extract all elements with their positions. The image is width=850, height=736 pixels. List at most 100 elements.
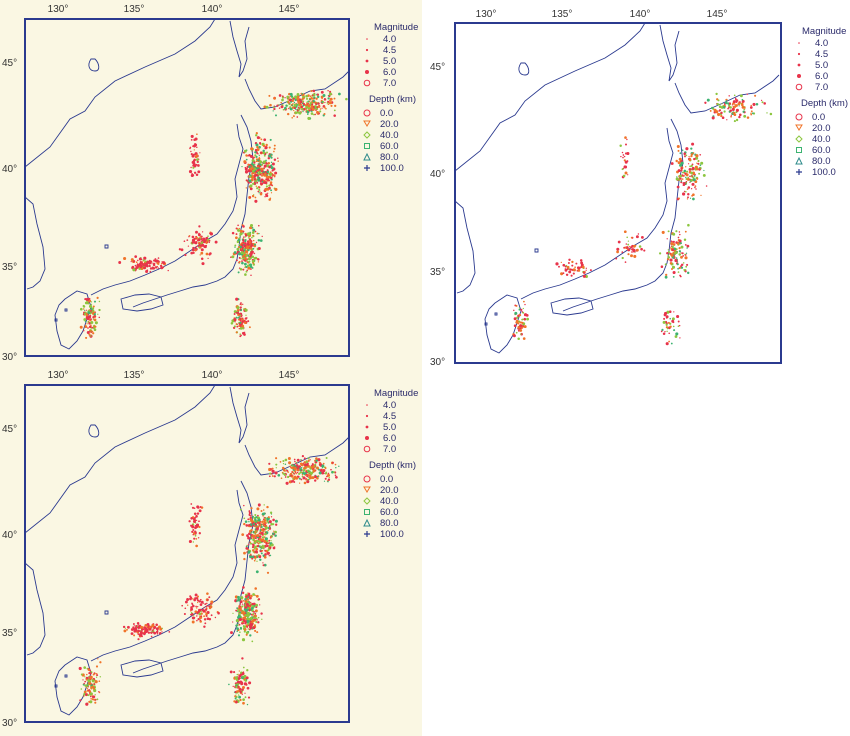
quake-point	[269, 511, 273, 514]
quake-point	[146, 627, 148, 629]
quake-point	[192, 604, 195, 608]
quake-point	[255, 547, 259, 551]
quake-point	[257, 159, 260, 162]
quake-point	[195, 230, 198, 234]
quake-point	[251, 173, 253, 175]
quake-point	[251, 248, 254, 251]
quake-point	[242, 686, 245, 689]
quake-point	[245, 676, 249, 680]
quake-point	[248, 609, 251, 612]
quake-point	[321, 101, 324, 103]
quake-point	[332, 471, 335, 474]
quake-point	[207, 257, 209, 260]
quake-point	[323, 466, 326, 469]
quake-point	[515, 321, 518, 324]
quake-point	[235, 624, 238, 627]
quake-point	[195, 248, 197, 251]
quake-point	[266, 522, 268, 524]
quake-point	[685, 265, 688, 268]
quake-point	[259, 165, 262, 168]
quake-point	[698, 168, 701, 171]
quake-point	[672, 232, 676, 236]
quake-point	[246, 614, 250, 618]
quake-point	[195, 597, 199, 600]
mag-row-0: 4.0	[798, 38, 828, 49]
quake-point	[301, 454, 305, 458]
quake-point	[273, 475, 276, 478]
quake-point	[265, 539, 268, 542]
quake-point	[686, 188, 689, 190]
quake-point	[678, 231, 681, 233]
quake-point	[130, 632, 134, 635]
quake-point	[287, 98, 290, 100]
quake-point	[195, 523, 200, 527]
quake-point	[192, 529, 195, 531]
quake-point	[521, 321, 524, 325]
quake-point	[201, 239, 204, 242]
quake-point	[321, 464, 325, 468]
quake-point	[640, 235, 644, 239]
quake-point	[262, 554, 264, 557]
quake-point	[265, 105, 269, 109]
quake-point	[615, 257, 618, 260]
quake-point	[323, 472, 325, 475]
quake-point	[248, 624, 252, 627]
quake-point	[259, 239, 262, 242]
quake-point	[274, 471, 278, 475]
quake-point	[84, 324, 87, 327]
quake-point	[310, 89, 313, 93]
quake-point	[313, 96, 316, 99]
quake-point	[264, 549, 266, 552]
quake-point	[88, 322, 91, 325]
quake-point	[243, 604, 245, 606]
quake-point	[254, 151, 257, 154]
quake-point	[89, 675, 93, 679]
quake-point	[258, 522, 261, 525]
quake-point	[138, 257, 142, 261]
quake-point	[755, 102, 759, 106]
quake-point	[244, 244, 247, 247]
quake-point	[270, 535, 272, 538]
quake-point	[565, 273, 569, 277]
quake-point	[671, 317, 675, 321]
quake-point	[513, 324, 517, 327]
quake-point	[326, 473, 331, 477]
quake-point	[670, 240, 673, 243]
legend-top-right: Magnitude 4.0 4.5 5.0 6.0 7.0 Depth (km)…	[795, 26, 848, 178]
quake-point	[678, 197, 680, 200]
quake-point	[195, 245, 198, 248]
quake-point	[664, 263, 667, 266]
quake-point	[84, 313, 87, 316]
quake-point	[725, 100, 728, 102]
quake-point	[235, 693, 237, 695]
quake-point	[621, 151, 624, 154]
quake-point	[149, 267, 153, 270]
depth-row-5: 100.0	[796, 167, 836, 178]
quake-point	[246, 686, 250, 690]
quake-point	[679, 152, 682, 155]
quake-point	[270, 543, 274, 547]
quake-point	[672, 325, 675, 328]
quake-point	[248, 260, 251, 263]
quake-point	[513, 309, 515, 312]
quake-point	[243, 682, 247, 686]
quake-point	[142, 632, 144, 635]
quake-point	[296, 95, 300, 99]
quake-point	[93, 688, 97, 693]
lat-tick-45: 45°	[430, 62, 445, 73]
korea-coast	[24, 196, 46, 290]
quake-point	[83, 690, 87, 694]
mag-row-2: 5.0	[365, 422, 396, 433]
quake-point	[264, 531, 266, 533]
quake-point	[312, 469, 316, 473]
quake-point	[241, 323, 243, 325]
quake-point	[89, 695, 92, 698]
quake-point	[242, 241, 245, 244]
quake-point	[741, 99, 745, 103]
quake-point	[266, 169, 269, 172]
quake-point	[324, 101, 326, 104]
quake-point	[248, 532, 251, 536]
quake-point	[691, 182, 695, 186]
quake-point	[271, 469, 273, 471]
quake-point	[692, 178, 696, 182]
